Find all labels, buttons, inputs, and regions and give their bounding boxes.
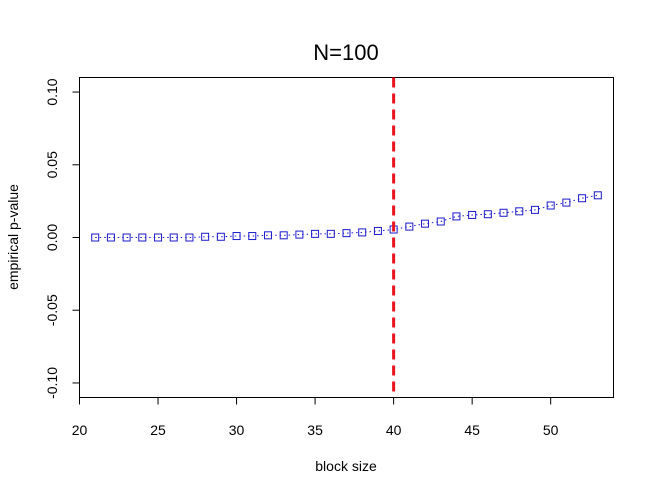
x-axis: 20 25 30 35 40 45 50 xyxy=(72,397,559,438)
y-axis-title: empirical p-value xyxy=(5,184,21,290)
data-point xyxy=(436,217,445,226)
data-point xyxy=(232,232,241,241)
data-point xyxy=(279,231,288,240)
y-tick-label: -0.05 xyxy=(44,294,60,326)
data-point xyxy=(499,208,508,217)
data-point xyxy=(358,228,367,237)
data-point xyxy=(342,229,351,238)
x-tick-label: 25 xyxy=(150,422,166,438)
y-tick-label: 0.10 xyxy=(44,78,60,105)
chart-title: N=100 xyxy=(313,40,378,65)
data-point xyxy=(483,210,492,219)
data-point xyxy=(263,231,272,240)
data-point xyxy=(405,222,414,231)
data-point xyxy=(421,219,430,228)
data-point xyxy=(154,233,163,242)
y-tick-label: 0.00 xyxy=(44,224,60,251)
x-tick-label: 30 xyxy=(229,422,245,438)
data-point xyxy=(593,191,602,200)
data-point xyxy=(468,210,477,219)
data-point xyxy=(326,229,335,238)
data-point xyxy=(216,232,225,241)
data-point xyxy=(530,205,539,214)
data-point xyxy=(452,212,461,221)
data-point xyxy=(91,233,100,242)
x-tick-label: 50 xyxy=(543,422,559,438)
x-tick-label: 40 xyxy=(386,422,402,438)
data-point xyxy=(106,233,115,242)
data-point xyxy=(515,207,524,216)
data-point xyxy=(169,233,178,242)
data-point xyxy=(546,201,555,210)
data-point xyxy=(248,232,257,241)
data-point xyxy=(138,233,147,242)
data-point xyxy=(373,226,382,235)
data-point xyxy=(295,230,304,239)
y-axis: -0.10 -0.05 0.00 0.05 0.10 xyxy=(44,78,80,399)
y-tick-label: -0.10 xyxy=(44,367,60,399)
series-points xyxy=(91,191,602,242)
x-axis-title: block size xyxy=(315,458,377,474)
x-tick-label: 35 xyxy=(307,422,323,438)
data-point xyxy=(185,233,194,242)
data-point xyxy=(122,233,131,242)
data-point xyxy=(562,198,571,207)
series-polyline xyxy=(95,194,598,238)
series-line xyxy=(95,194,598,238)
data-point xyxy=(201,232,210,241)
data-point xyxy=(578,194,587,203)
y-tick-label: 0.05 xyxy=(44,151,60,178)
x-tick-label: 45 xyxy=(464,422,480,438)
x-tick-label: 20 xyxy=(72,422,88,438)
data-point xyxy=(311,229,320,238)
